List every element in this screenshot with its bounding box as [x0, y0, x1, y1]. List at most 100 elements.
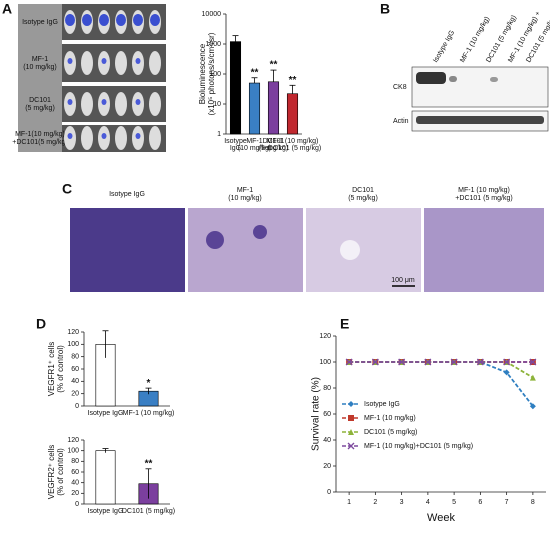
- histology-label: MF-1: [237, 187, 253, 194]
- marker: [398, 358, 406, 366]
- x-tick-label: (10 mg/kg): [238, 145, 271, 152]
- x-tick-label: Isotype IgG: [88, 508, 124, 515]
- imaging-label-bg: [18, 4, 62, 152]
- imaging-photo: [62, 125, 166, 152]
- x-tick-label: (5 mg/kg): [259, 145, 289, 152]
- x-tick-label: DC101: [263, 138, 285, 145]
- panel-label: B: [380, 1, 390, 17]
- y-tick-label: 40: [323, 437, 331, 444]
- signal: [67, 133, 73, 139]
- x-axis-label: Week: [427, 512, 455, 524]
- y-axis-label: Survival rate (%): [311, 377, 322, 451]
- y-tick-label: 40: [71, 480, 79, 487]
- x-tick-label: +DC101 (5 mg/kg): [264, 145, 321, 152]
- y-axis-label: Bioluminescence: [198, 43, 207, 104]
- y-tick-label: 100: [67, 448, 79, 455]
- y-tick-label: 10: [213, 101, 221, 108]
- bar: [286, 93, 299, 135]
- legend-marker: [348, 401, 354, 407]
- y-tick-label: 80: [71, 458, 79, 465]
- band: [490, 77, 498, 82]
- y-tick-label: 1000: [205, 41, 221, 48]
- marker: [345, 358, 353, 366]
- y-tick-label: 80: [323, 385, 331, 392]
- imaging-label: MF-1: [32, 56, 48, 63]
- western-blot: [411, 66, 549, 132]
- band: [416, 72, 446, 84]
- marker: [529, 403, 536, 410]
- histology-image: [188, 208, 303, 292]
- histology-label: MF-1 (10 mg/kg): [458, 187, 510, 194]
- marker: [503, 358, 511, 366]
- mouse: [149, 92, 161, 116]
- panel-label: C: [62, 181, 72, 197]
- y-tick-label: 20: [323, 463, 331, 470]
- y-tick-label: 120: [67, 329, 79, 336]
- bar: [248, 82, 261, 135]
- legend-marker: [348, 429, 354, 435]
- y-tick-label: 0: [75, 403, 79, 410]
- legend-label: MF-1 (10 mg/kg): [364, 415, 416, 422]
- x-tick-label: MF-1 (10 mg/kg): [267, 138, 319, 145]
- band: [416, 116, 544, 124]
- imaging-label: +DC101(5 mg/kg): [12, 139, 67, 146]
- signal: [133, 14, 143, 26]
- y-tick-label: 0: [327, 489, 331, 496]
- signal: [101, 58, 107, 64]
- imaging-label: (5 mg/kg): [25, 105, 55, 112]
- histology-label: DC101: [352, 187, 374, 194]
- mouse: [115, 126, 127, 150]
- y-tick-label: 60: [71, 469, 79, 476]
- marker: [529, 358, 537, 366]
- legend-label: DC101 (5 mg/kg): [364, 429, 417, 436]
- significance: **: [289, 75, 297, 86]
- signal: [135, 58, 141, 64]
- mouse: [81, 51, 93, 75]
- signal: [116, 14, 126, 26]
- panel-label: E: [340, 316, 349, 332]
- histology-image: [306, 208, 421, 292]
- histology-label: (5 mg/kg): [348, 195, 378, 202]
- imaging-label: (10 mg/kg): [23, 64, 56, 71]
- y-axis-label: VEGFR1⁺ cells: [47, 342, 56, 396]
- x-tick-label: 5: [452, 499, 456, 506]
- signal: [135, 133, 141, 139]
- histology-label: +DC101 (5 mg/kg): [455, 195, 512, 202]
- y-tick-label: 10000: [202, 11, 222, 18]
- signal: [99, 14, 109, 26]
- y-tick-label: 80: [71, 354, 79, 361]
- histology-feature: [206, 231, 224, 249]
- signal: [101, 99, 107, 105]
- y-tick-label: 100: [319, 359, 331, 366]
- signal: [67, 99, 73, 105]
- marker: [371, 358, 379, 366]
- signal: [101, 133, 107, 139]
- series-line: [349, 361, 534, 407]
- imaging-photo: [62, 44, 166, 82]
- histology-label: (10 mg/kg): [228, 195, 261, 202]
- x-tick-label: 6: [478, 499, 482, 506]
- x-tick-label: 3: [400, 499, 404, 506]
- bar: [229, 41, 242, 135]
- x-tick-label: Isotype: [224, 138, 247, 145]
- histology-feature: [253, 225, 267, 239]
- mouse: [115, 92, 127, 116]
- histology-image: [70, 208, 185, 292]
- row-label: Actin: [393, 118, 409, 125]
- y-tick-label: 120: [67, 437, 79, 444]
- x-tick-label: MF-1 (10 mg/kg): [123, 410, 175, 417]
- x-tick-label: Isotype IgG: [88, 410, 124, 417]
- panel-label: D: [36, 316, 46, 332]
- signal: [150, 14, 160, 26]
- x-tick-label: 4: [426, 499, 430, 506]
- panel-label: A: [2, 1, 12, 17]
- mouse: [149, 51, 161, 75]
- x-tick-label: 8: [531, 499, 535, 506]
- y-axis-label: (% of control): [56, 345, 65, 393]
- marker: [529, 374, 536, 381]
- marker: [503, 369, 510, 376]
- marker: [450, 358, 458, 366]
- x-tick-label: 7: [505, 499, 509, 506]
- x-tick-label: 1: [347, 499, 351, 506]
- y-tick-label: 20: [71, 490, 79, 497]
